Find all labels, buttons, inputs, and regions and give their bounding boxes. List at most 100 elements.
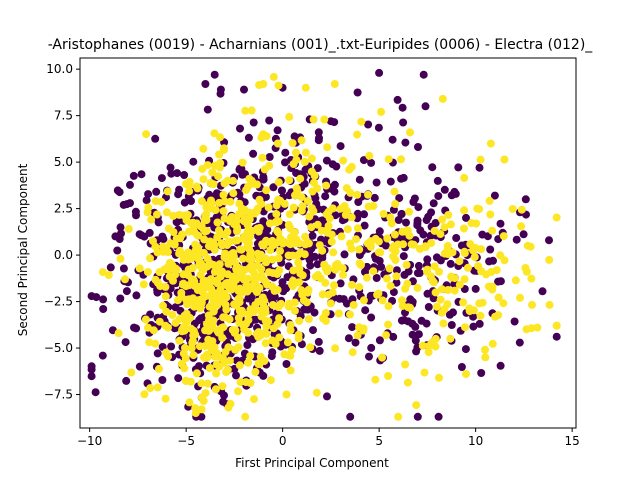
scatter-point: [392, 266, 401, 275]
x-tick-label: 0: [279, 434, 287, 448]
scatter-point: [499, 299, 508, 308]
scatter-point: [314, 337, 323, 346]
scatter-point: [202, 203, 211, 212]
scatter-point: [402, 260, 411, 269]
scatter-point: [248, 281, 257, 290]
scatter-point: [171, 303, 180, 312]
scatter-point: [323, 392, 331, 401]
scatter-point: [476, 311, 485, 320]
scatter-point: [193, 184, 202, 193]
scatter-point: [281, 148, 290, 157]
scatter-point: [322, 181, 331, 190]
scatter-point: [300, 157, 309, 166]
scatter-point: [367, 313, 376, 322]
scatter-point: [221, 300, 230, 309]
scatter-point: [500, 155, 509, 164]
scatter-point: [322, 156, 331, 165]
scatter-point: [365, 352, 373, 361]
scatter-point: [469, 322, 478, 331]
scatter-point: [203, 254, 212, 263]
scatter-point: [467, 219, 476, 228]
scatter-point: [153, 383, 162, 392]
scatter-point: [511, 276, 520, 285]
scatter-point: [389, 332, 398, 341]
scatter-point: [192, 369, 201, 378]
scatter-point: [353, 224, 362, 233]
scatter-point: [371, 375, 380, 384]
scatter-point: [428, 338, 437, 347]
scatter-point: [265, 116, 274, 125]
scatter-point: [203, 379, 212, 388]
scatter-point: [247, 106, 256, 115]
scatter-point: [398, 301, 407, 310]
scatter-point: [424, 348, 433, 357]
scatter-point: [361, 306, 370, 315]
scatter-point: [488, 339, 497, 348]
scatter-point: [185, 177, 194, 186]
scatter-point: [151, 197, 160, 206]
scatter-point: [257, 200, 266, 208]
scatter-point: [348, 348, 357, 357]
scatter-point: [369, 267, 378, 276]
scatter-point: [399, 252, 408, 261]
scatter-point: [235, 199, 244, 208]
scatter-point: [496, 277, 505, 286]
x-tick-label: 5: [375, 434, 383, 448]
scatter-point: [265, 219, 274, 228]
scatter-point: [214, 172, 223, 181]
scatter-point: [212, 189, 221, 198]
scatter-point: [379, 209, 388, 218]
scatter-point: [499, 232, 508, 241]
scatter-point: [243, 287, 252, 296]
scatter-point: [485, 196, 494, 205]
scatter-point: [399, 118, 408, 127]
scatter-point: [180, 364, 189, 373]
scatter-point: [398, 103, 407, 112]
scatter-point: [346, 310, 354, 319]
scatter-point: [140, 390, 149, 399]
scatter-point: [224, 259, 233, 268]
scatter-point: [398, 227, 407, 236]
scatter-point: [163, 187, 172, 196]
scatter-point: [154, 218, 163, 227]
scatter-point: [386, 177, 395, 186]
scatter-point: [282, 390, 291, 399]
scatter-point: [291, 148, 300, 157]
scatter-point: [213, 218, 222, 227]
scatter-point: [413, 216, 422, 225]
scatter-point: [339, 156, 348, 165]
scatter-point: [232, 371, 240, 380]
scatter-point: [424, 212, 433, 221]
scatter-point: [346, 188, 355, 197]
scatter-point: [250, 395, 258, 404]
scatter-point: [144, 323, 152, 332]
scatter-point: [189, 351, 198, 360]
scatter-point: [318, 246, 327, 255]
scatter-point: [132, 211, 140, 220]
scatter-point: [171, 270, 180, 279]
axes-layer: −10 −5 0 5 10 15 −7.5 −5.0 −2.5 0.0 2.5 5.0 7.5 10.0: [44, 57, 580, 448]
scatter-point: [552, 321, 561, 330]
scatter-point: [462, 370, 470, 379]
scatter-point: [517, 205, 526, 214]
scatter-point: [424, 303, 433, 311]
scatter-point: [369, 202, 378, 210]
scatter-point: [179, 270, 188, 279]
scatter-point: [381, 241, 390, 250]
scatter-point: [357, 117, 366, 126]
scatter-point: [197, 405, 206, 414]
scatter-point: [281, 158, 289, 167]
scatter-point: [274, 303, 283, 312]
scatter-point: [487, 268, 496, 276]
points-layer: [87, 68, 561, 421]
scatter-point: [241, 106, 250, 115]
scatter-point: [475, 205, 484, 214]
scatter-point: [331, 265, 340, 274]
scatter-point: [435, 267, 443, 276]
scatter-point: [477, 267, 486, 276]
scatter-point: [111, 232, 120, 241]
scatter-point: [174, 374, 183, 383]
scatter-point: [490, 191, 499, 200]
scatter-point: [178, 250, 187, 259]
scatter-point: [527, 324, 536, 333]
